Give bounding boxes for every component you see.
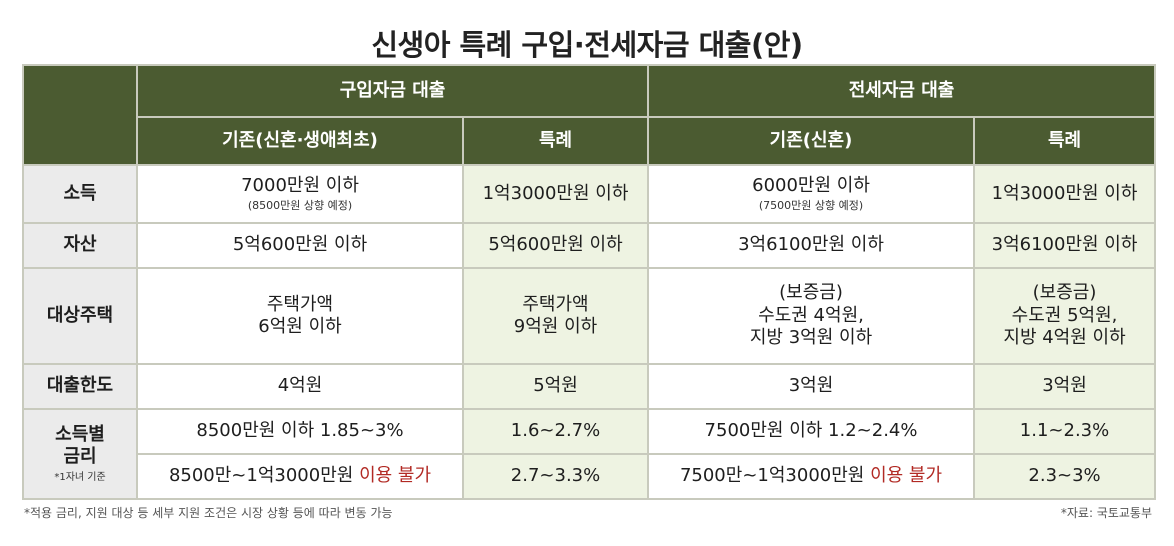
row-label-rate: 소득별 금리 *1자녀 기준 bbox=[22, 408, 138, 500]
row-label-housing: 대상주택 bbox=[22, 267, 138, 365]
table-row-rate-2: 8500만~1억3000만원 이용 불가 2.7~3.3% 7500만~1억30… bbox=[23, 453, 1157, 500]
limit-jeonse-special: 3억원 bbox=[973, 363, 1157, 410]
rate2-purchase-special: 2.7~3.3% bbox=[461, 453, 650, 500]
rate1-jeonse-existing: 7500만원 이하 1.2~2.4% bbox=[647, 408, 976, 455]
assets-purchase-special: 5억600만원 이하 bbox=[461, 222, 650, 269]
income-purchase-special: 1억3000만원 이하 bbox=[461, 164, 650, 224]
housing-jeonse-special-line1: (보증금) bbox=[1032, 282, 1097, 304]
housing-purchase-special-line2: 9억원 이하 bbox=[513, 316, 598, 337]
rate2-jeonse-existing: 7500만~1억3000만원 이용 불가 bbox=[647, 453, 976, 500]
limit-purchase-special: 5억원 bbox=[461, 363, 650, 410]
income-jeonse-existing: 6000만원 이하 (7500만원 상향 예정) bbox=[647, 164, 976, 224]
rate2-jeonse-special: 2.3~3% bbox=[973, 453, 1157, 500]
footnote: *적용 금리, 지원 대상 등 세부 지원 조건은 시장 상황 등에 따라 변동… bbox=[24, 506, 393, 520]
row-label-income: 소득 bbox=[22, 164, 138, 224]
housing-purchase-special: 주택가액 9억원 이하 bbox=[461, 267, 650, 365]
table-row-housing: 대상주택 주택가액 6억원 이하 주택가액 9억원 이하 (보증금) 수도권 4… bbox=[22, 267, 1157, 365]
housing-purchase-existing: 주택가액 6억원 이하 bbox=[136, 267, 464, 365]
group-header-purchase: 구입자금 대출 bbox=[135, 64, 650, 118]
housing-jeonse-special: (보증금) 수도권 5억원, 지방 4억원 이하 bbox=[973, 267, 1157, 365]
housing-jeonse-existing-line2: 수도권 4억원, bbox=[758, 304, 864, 326]
income-purchase-existing-note: (8500만원 상향 예정) bbox=[247, 199, 353, 213]
rate1-purchase-existing: 8500만원 이하 1.85~3% bbox=[136, 408, 464, 455]
assets-jeonse-existing: 3억6100만원 이하 bbox=[647, 222, 976, 269]
income-purchase-existing: 7000만원 이하 (8500만원 상향 예정) bbox=[136, 164, 464, 224]
housing-jeonse-existing: (보증금) 수도권 4억원, 지방 3억원 이하 bbox=[647, 267, 976, 365]
corner-cell bbox=[22, 64, 138, 166]
rate1-purchase-special: 1.6~2.7% bbox=[461, 408, 650, 455]
rate2-purchase-existing-range: 8500만~1억3000만원 bbox=[168, 465, 354, 487]
col-header-jeonse-special: 특례 bbox=[973, 116, 1157, 166]
housing-jeonse-special-line2: 수도권 5억원, bbox=[1011, 304, 1118, 326]
loan-comparison-table: 구입자금 대출 전세자금 대출 기존(신혼·생애최초) 특례 기존(신혼) 특례… bbox=[22, 64, 1157, 500]
row-label-rate-line1: 소득별 bbox=[55, 423, 105, 445]
rate2-jeonse-existing-unavailable: 이용 불가 bbox=[870, 465, 943, 487]
housing-purchase-existing-line2: 6억원 이하 bbox=[258, 316, 342, 337]
group-header-jeonse: 전세자금 대출 bbox=[647, 64, 1157, 118]
source-note: *자료: 국토교통부 bbox=[1060, 506, 1152, 520]
row-label-rate-note: *1자녀 기준 bbox=[54, 471, 106, 483]
housing-purchase-existing-line1: 주택가액 bbox=[266, 293, 334, 315]
rate2-purchase-existing-unavailable: 이용 불가 bbox=[359, 465, 432, 487]
income-jeonse-existing-note: (7500만원 상향 예정) bbox=[758, 199, 864, 213]
income-jeonse-special: 1억3000만원 이하 bbox=[973, 164, 1157, 224]
housing-jeonse-existing-line1: (보증금) bbox=[779, 282, 843, 304]
table-row-assets: 자산 5억600만원 이하 5억600만원 이하 3억6100만원 이하 3억6… bbox=[22, 222, 1157, 269]
assets-purchase-existing: 5억600만원 이하 bbox=[136, 222, 464, 269]
row-label-assets: 자산 bbox=[22, 222, 138, 269]
table-row-limit: 대출한도 4억원 5억원 3억원 3억원 bbox=[22, 363, 1157, 410]
col-header-jeonse-existing: 기존(신혼) bbox=[647, 116, 976, 166]
rate2-purchase-existing: 8500만~1억3000만원 이용 불가 bbox=[136, 453, 464, 500]
limit-jeonse-existing: 3억원 bbox=[647, 363, 976, 410]
assets-jeonse-special: 3억6100만원 이하 bbox=[973, 222, 1157, 269]
col-header-purchase-special: 특례 bbox=[461, 116, 650, 166]
income-purchase-existing-value: 7000만원 이하 bbox=[241, 174, 359, 196]
housing-jeonse-existing-line3: 지방 3억원 이하 bbox=[749, 327, 873, 349]
housing-purchase-special-line1: 주택가액 bbox=[522, 293, 589, 315]
table-row-income: 소득 7000만원 이하 (8500만원 상향 예정) 1억3000만원 이하 … bbox=[22, 164, 1157, 224]
col-header-purchase-existing: 기존(신혼·생애최초) bbox=[136, 116, 464, 166]
income-jeonse-existing-value: 6000만원 이하 bbox=[752, 174, 870, 196]
rate1-jeonse-special: 1.1~2.3% bbox=[973, 408, 1157, 455]
housing-jeonse-special-line3: 지방 4억원 이하 bbox=[1003, 327, 1126, 349]
row-label-rate-line2: 금리 bbox=[63, 446, 97, 468]
page-title: 신생아 특례 구입·전세자금 대출(안) bbox=[371, 28, 803, 62]
table-row-rate-1: 소득별 금리 *1자녀 기준 8500만원 이하 1.85~3% 1.6~2.7… bbox=[22, 408, 1157, 500]
limit-purchase-existing: 4억원 bbox=[136, 363, 464, 410]
row-label-limit: 대출한도 bbox=[22, 363, 138, 410]
rate2-jeonse-existing-range: 7500만~1억3000만원 bbox=[679, 465, 865, 487]
